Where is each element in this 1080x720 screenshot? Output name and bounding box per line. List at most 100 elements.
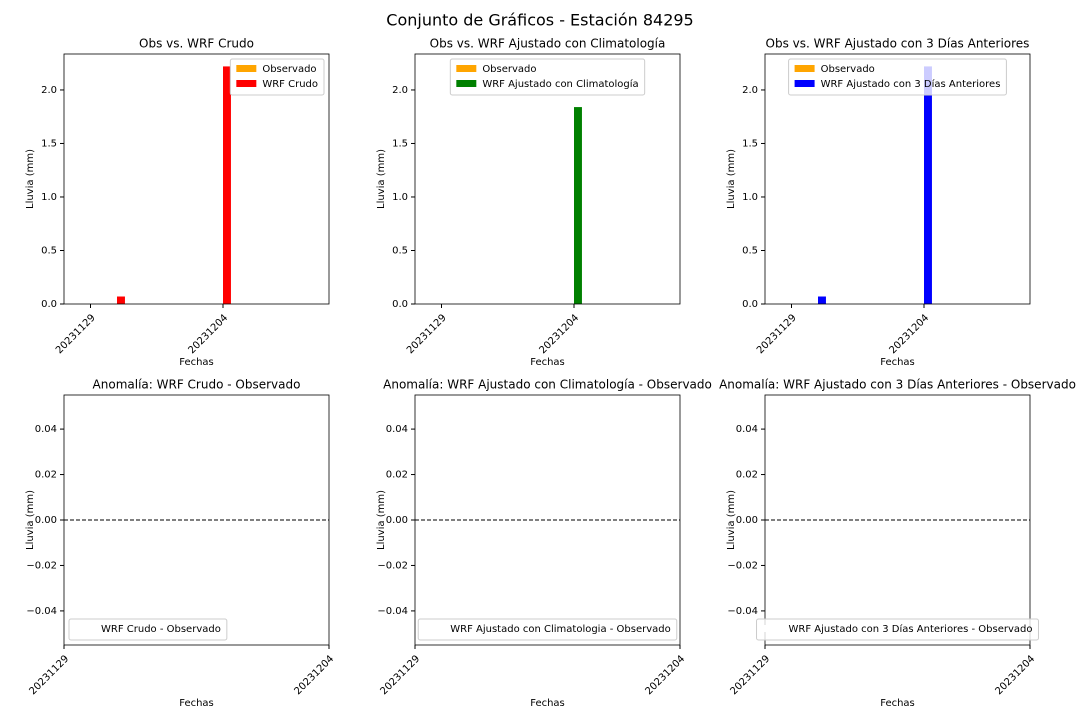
- x-tick-label: 20231129: [728, 653, 772, 697]
- legend: WRF Ajustado con 3 Días Anteriores - Obs…: [756, 618, 1039, 641]
- y-tick-label: 1.0: [392, 192, 408, 203]
- x-axis-label: Fechas: [530, 698, 565, 709]
- y-tick-label: 2.0: [742, 85, 758, 96]
- axes-frame: [63, 394, 330, 646]
- y-tick-label: 1.5: [742, 138, 758, 149]
- y-tick-label: 0.0: [742, 299, 758, 310]
- legend: Observado WRF Ajustado con 3 Días Anterio…: [788, 58, 1007, 96]
- x-tick-label: 20231129: [378, 653, 422, 697]
- y-tick-label: 0.04: [35, 424, 57, 435]
- y-tick-label: 2.0: [392, 85, 408, 96]
- y-tick-label: 1.5: [392, 138, 408, 149]
- x-tick-label: 20231204: [186, 312, 230, 356]
- bar: [574, 107, 582, 305]
- bar: [117, 296, 125, 304]
- legend: WRF Crudo - Observado: [68, 618, 228, 641]
- legend-swatch: [456, 65, 477, 72]
- legend-label: WRF Ajustado con Climatologia - Observad…: [450, 624, 671, 635]
- legend-swatch: [236, 65, 257, 72]
- y-axis-label: Lluvia (mm): [25, 149, 36, 209]
- y-tick-label: −0.04: [377, 606, 408, 617]
- x-tick-label: 20231129: [27, 653, 71, 697]
- y-tick-label: −0.02: [26, 560, 57, 571]
- legend-label: WRF Ajustado con Climatología: [482, 78, 638, 90]
- y-tick-label: 0.00: [736, 515, 758, 526]
- x-axis-label: Fechas: [530, 357, 565, 368]
- legend-swatch: [424, 625, 445, 632]
- y-tick-label: 0.02: [736, 470, 758, 481]
- legend-box: [788, 58, 1007, 96]
- y-tick-label: −0.02: [727, 560, 758, 571]
- y-tick-label: 1.5: [41, 138, 57, 149]
- legend-swatch: [794, 80, 815, 87]
- y-tick-label: −0.02: [377, 560, 408, 571]
- legend-label: Observado: [821, 64, 875, 75]
- x-tick-label: 20231129: [405, 312, 449, 356]
- x-tick-label: 20231204: [993, 653, 1037, 697]
- legend-swatch: [236, 80, 257, 87]
- y-tick-label: −0.04: [727, 606, 758, 617]
- legend: Observado WRF Crudo: [229, 58, 325, 96]
- subplot-title: Anomalía: WRF Ajustado con Climatología …: [383, 378, 712, 392]
- legend-label: WRF Crudo: [262, 79, 318, 90]
- subplot-title: Anomalía: WRF Crudo - Observado: [93, 378, 301, 392]
- x-tick-label: 20231129: [54, 312, 98, 356]
- y-tick-label: 0.0: [392, 299, 408, 310]
- legend: Observado WRF Ajustado con Climatología: [449, 58, 646, 96]
- x-axis-label: Fechas: [880, 698, 915, 709]
- y-tick-label: 0.5: [41, 245, 57, 256]
- y-tick-label: 0.02: [386, 470, 408, 481]
- axes-frame: [764, 53, 1031, 305]
- subplot-title: Obs vs. WRF Ajustado con 3 Días Anterior…: [766, 37, 1030, 51]
- legend-swatch: [75, 625, 95, 632]
- x-tick-label: 20231204: [537, 312, 581, 356]
- axes-frame: [414, 394, 681, 646]
- y-axis-label: Lluvia (mm): [25, 490, 36, 550]
- x-axis-label: Fechas: [179, 698, 214, 709]
- axes-frame: [414, 53, 681, 305]
- subplot-title: Obs vs. WRF Crudo: [139, 37, 254, 51]
- x-tick-label: 20231129: [755, 312, 799, 356]
- y-tick-label: 1.0: [742, 192, 758, 203]
- legend-box: [68, 618, 228, 641]
- y-axis-label: Lluvia (mm): [726, 490, 737, 550]
- axes-frame: [764, 394, 1031, 646]
- y-tick-label: 0.00: [386, 515, 408, 526]
- x-tick-label: 20231204: [887, 312, 931, 356]
- legend-swatch: [456, 80, 477, 87]
- legend-swatch: [762, 625, 783, 632]
- y-axis-label: Lluvia (mm): [376, 149, 387, 209]
- legend-box: [756, 618, 1039, 641]
- legend-box: [449, 58, 646, 96]
- y-tick-label: 2.0: [41, 85, 57, 96]
- legend-swatch: [794, 65, 815, 72]
- axes-frame: [63, 53, 330, 305]
- legend-label: WRF Crudo - Observado: [101, 624, 221, 635]
- legend-label: Observado: [482, 64, 536, 75]
- y-tick-label: 0.00: [35, 515, 57, 526]
- bar: [818, 296, 826, 304]
- legend-box: [417, 618, 678, 641]
- bar: [924, 66, 932, 304]
- legend: WRF Ajustado con Climatologia - Observad…: [417, 618, 678, 641]
- y-axis-label: Lluvia (mm): [726, 149, 737, 209]
- x-tick-label: 20231204: [643, 653, 687, 697]
- bar: [223, 66, 231, 304]
- y-tick-label: 1.0: [41, 192, 57, 203]
- legend-label: WRF Ajustado con 3 Días Anteriores: [821, 78, 1001, 90]
- legend-label: Observado: [262, 64, 316, 75]
- figure-title: Conjunto de Gráficos - Estación 84295: [386, 11, 693, 30]
- subplot-title: Anomalía: WRF Ajustado con 3 Días Anteri…: [719, 378, 1076, 392]
- subplot-title: Obs vs. WRF Ajustado con Climatología: [430, 37, 666, 51]
- y-tick-label: 0.0: [41, 299, 57, 310]
- y-tick-label: 0.02: [35, 470, 57, 481]
- x-axis-label: Fechas: [880, 357, 915, 368]
- x-tick-label: 20231204: [292, 653, 336, 697]
- y-axis-label: Lluvia (mm): [376, 490, 387, 550]
- y-tick-label: −0.04: [26, 606, 57, 617]
- y-tick-label: 0.5: [742, 245, 758, 256]
- legend-label: WRF Ajustado con 3 Días Anteriores - Obs…: [789, 623, 1033, 635]
- y-tick-label: 0.04: [736, 424, 758, 435]
- x-axis-label: Fechas: [179, 357, 214, 368]
